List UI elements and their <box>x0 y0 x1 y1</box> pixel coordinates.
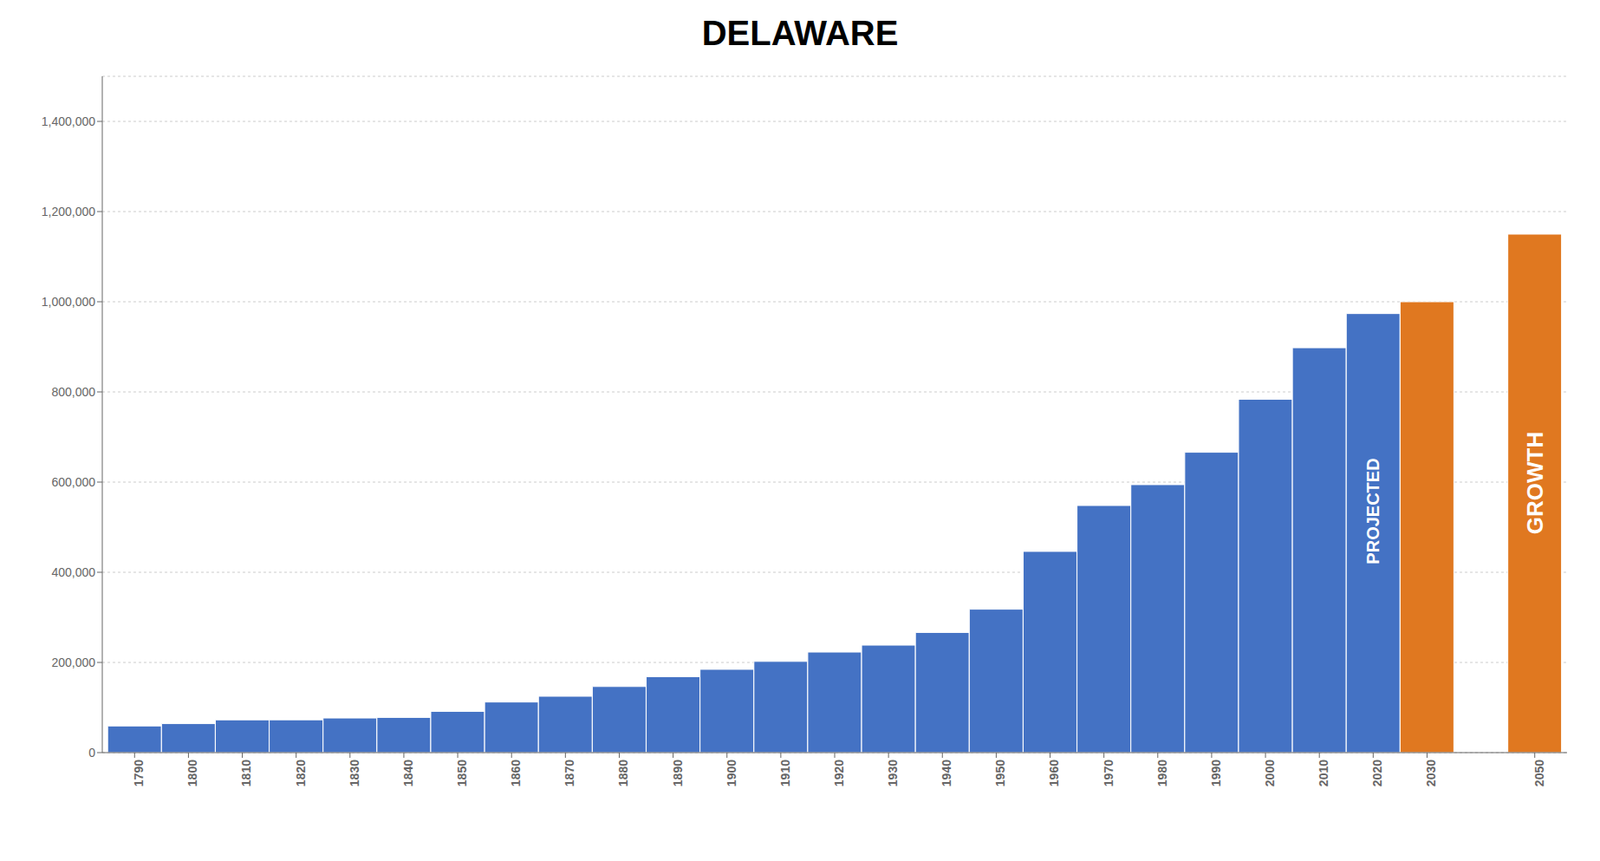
svg-text:1820: 1820 <box>293 759 308 787</box>
svg-text:1840: 1840 <box>401 759 416 787</box>
svg-text:2010: 2010 <box>1316 759 1331 787</box>
svg-text:1800: 1800 <box>185 759 200 787</box>
svg-text:2050: 2050 <box>1532 759 1547 787</box>
svg-text:1940: 1940 <box>939 759 954 787</box>
svg-text:1900: 1900 <box>724 759 739 787</box>
svg-text:800,000: 800,000 <box>51 384 96 399</box>
svg-text:2000: 2000 <box>1262 759 1277 787</box>
svg-text:0: 0 <box>88 745 96 760</box>
svg-text:PROJECTED: PROJECTED <box>1363 457 1383 564</box>
svg-text:1890: 1890 <box>670 759 685 787</box>
svg-text:1950: 1950 <box>993 759 1008 787</box>
svg-text:1870: 1870 <box>562 759 577 787</box>
svg-text:2030: 2030 <box>1424 759 1438 787</box>
svg-text:1830: 1830 <box>347 759 362 787</box>
svg-text:400,000: 400,000 <box>51 565 96 579</box>
svg-text:1860: 1860 <box>508 759 523 787</box>
svg-text:GROWTH: GROWTH <box>1521 431 1548 534</box>
svg-text:1910: 1910 <box>778 759 793 787</box>
svg-text:1,200,000: 1,200,000 <box>41 204 96 219</box>
svg-text:200,000: 200,000 <box>51 655 96 670</box>
svg-text:600,000: 600,000 <box>51 474 96 489</box>
svg-text:1,400,000: 1,400,000 <box>41 114 96 129</box>
svg-text:1980: 1980 <box>1155 759 1170 787</box>
svg-text:1960: 1960 <box>1047 759 1061 787</box>
svg-text:1930: 1930 <box>885 759 900 787</box>
svg-text:2020: 2020 <box>1370 759 1385 787</box>
svg-text:1970: 1970 <box>1101 759 1116 787</box>
svg-text:1850: 1850 <box>455 759 469 787</box>
html-text:DELAWARE: DELAWARE <box>701 13 899 53</box>
svg-text:1920: 1920 <box>832 759 846 787</box>
svg-text:1880: 1880 <box>616 759 631 787</box>
svg-text:1790: 1790 <box>131 759 146 787</box>
svg-text:1810: 1810 <box>239 759 254 787</box>
svg-text:1990: 1990 <box>1209 759 1223 787</box>
svg-text:1,000,000: 1,000,000 <box>41 294 96 309</box>
